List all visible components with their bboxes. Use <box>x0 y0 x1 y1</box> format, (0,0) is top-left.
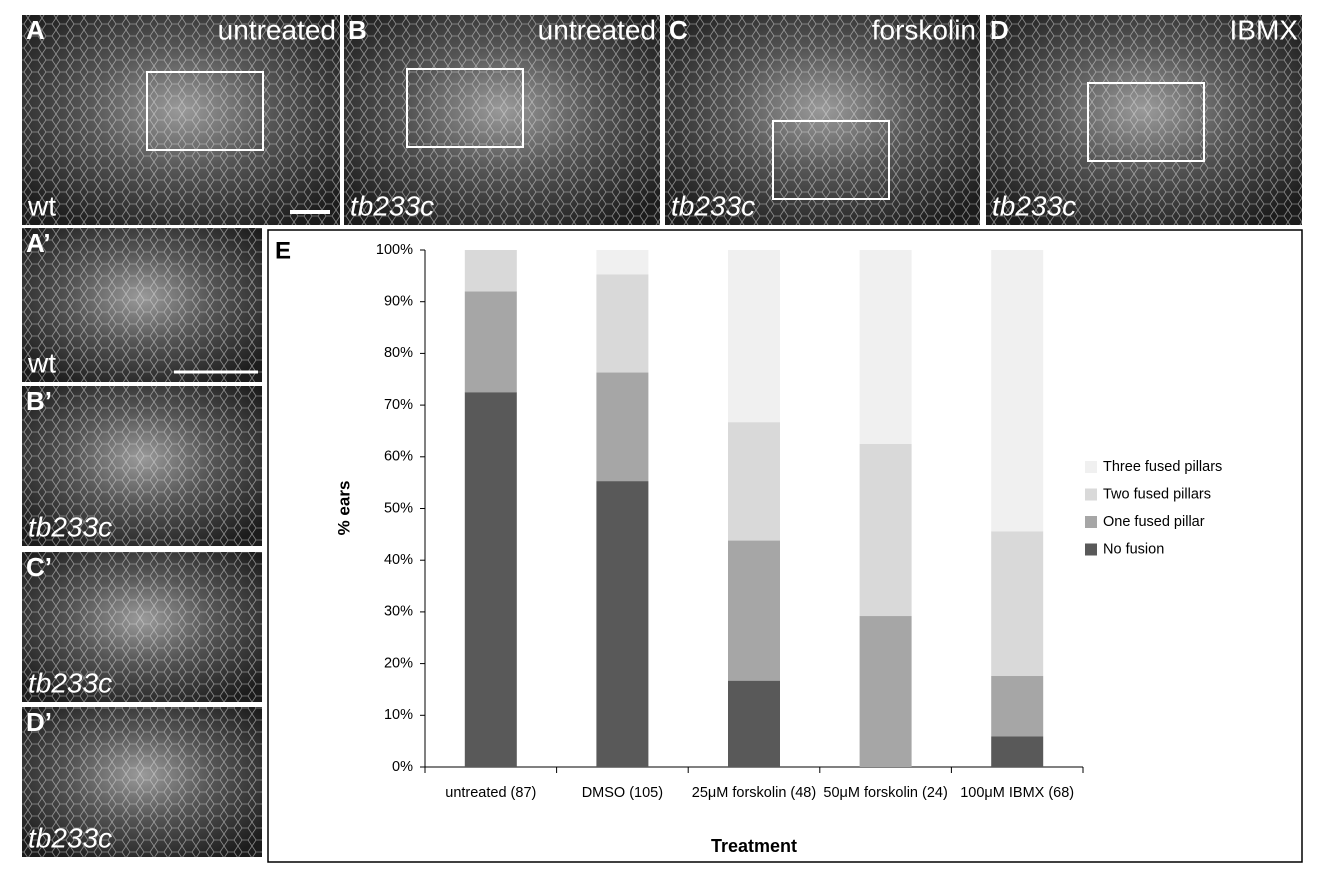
condition-label: untreated <box>538 14 656 45</box>
micrograph-texture <box>22 15 340 225</box>
x-tick-label: 50μM forskolin (24) <box>823 785 948 801</box>
bar-segment <box>464 291 517 393</box>
inset-box <box>146 71 264 151</box>
bar-segment <box>596 250 649 275</box>
panel-label: C’ <box>26 552 52 582</box>
micrograph-texture <box>986 15 1302 225</box>
legend-swatch <box>1085 516 1097 528</box>
y-tick-label: 50% <box>384 500 413 516</box>
panel-label: A <box>26 15 45 45</box>
genotype-label: wt <box>27 190 56 221</box>
micrograph-texture <box>22 707 262 857</box>
y-axis-label: % ears <box>334 481 353 536</box>
genotype-label: tb233c <box>671 190 755 221</box>
micrograph-texture <box>344 15 660 225</box>
y-tick-label: 70% <box>384 397 413 413</box>
x-tick-label: 25μM forskolin (48) <box>691 785 817 801</box>
inset-box <box>772 120 890 200</box>
legend-label: One fused pillar <box>1103 514 1205 530</box>
y-tick-label: 40% <box>384 552 413 568</box>
genotype-label: tb233c <box>992 190 1076 221</box>
genotype-label: tb233c <box>28 667 112 698</box>
bar-segment <box>728 540 780 681</box>
bar-segment <box>991 531 1044 677</box>
y-tick-label: 80% <box>384 345 413 361</box>
bar-segment <box>464 250 517 292</box>
panel-label: D’ <box>26 707 52 737</box>
micrograph-texture <box>22 228 262 382</box>
panel-label: A’ <box>26 228 51 258</box>
chart-frame <box>267 229 1303 863</box>
bar-segment <box>464 392 517 767</box>
condition-label: untreated <box>218 14 336 45</box>
bar-segment <box>859 616 912 767</box>
y-tick-label: 90% <box>384 294 413 310</box>
genotype-label: tb233c <box>28 511 112 542</box>
y-tick-label: 30% <box>384 604 413 620</box>
bar-segment <box>728 680 780 767</box>
panel-label: B’ <box>26 386 52 416</box>
bar-segment <box>596 274 649 373</box>
micrograph-texture <box>22 386 262 546</box>
legend-label: Two fused pillars <box>1103 486 1211 502</box>
bar-segment <box>991 676 1044 737</box>
bar-segment <box>728 250 780 423</box>
panel-label: C <box>669 15 688 45</box>
y-tick-label: 20% <box>384 655 413 671</box>
legend-label: Three fused pillars <box>1103 459 1222 475</box>
condition-label: forskolin <box>872 14 976 45</box>
inset-box <box>406 68 524 148</box>
y-tick-label: 0% <box>392 759 413 775</box>
bar-segment <box>991 736 1044 767</box>
genotype-label: wt <box>27 347 56 378</box>
micrograph-texture <box>22 552 262 702</box>
genotype-label: tb233c <box>28 822 112 853</box>
legend-swatch <box>1085 461 1097 473</box>
y-tick-label: 10% <box>384 707 413 723</box>
bar-segment <box>991 250 1044 532</box>
chart-panel-label: E <box>275 237 291 264</box>
condition-label: IBMX <box>1230 14 1299 45</box>
genotype-label: tb233c <box>350 190 434 221</box>
panel-label: D <box>990 15 1009 45</box>
inset-box <box>1087 82 1205 162</box>
x-tick-label: DMSO (105) <box>581 785 664 801</box>
bar-segment <box>596 372 649 482</box>
legend-swatch <box>1085 543 1097 556</box>
bar-segment <box>859 250 912 444</box>
bar-segment <box>728 422 780 541</box>
y-tick-label: 60% <box>384 449 413 465</box>
x-axis-label: Treatment <box>711 836 797 856</box>
bar-segment <box>596 481 649 767</box>
x-tick-label: 100μM IBMX (68) <box>960 785 1075 801</box>
x-tick-label: untreated (87) <box>445 785 537 801</box>
plot: 0% 10% 20% 30% 40% 50% 60% 70% 80% 90% 100% No fusi… <box>376 242 1222 775</box>
panel-label: B <box>348 15 367 45</box>
y-tick-label: 100% <box>376 242 413 258</box>
bar-segment <box>859 443 912 617</box>
legend-label: No fusion <box>1103 541 1164 557</box>
legend-swatch <box>1085 488 1097 501</box>
